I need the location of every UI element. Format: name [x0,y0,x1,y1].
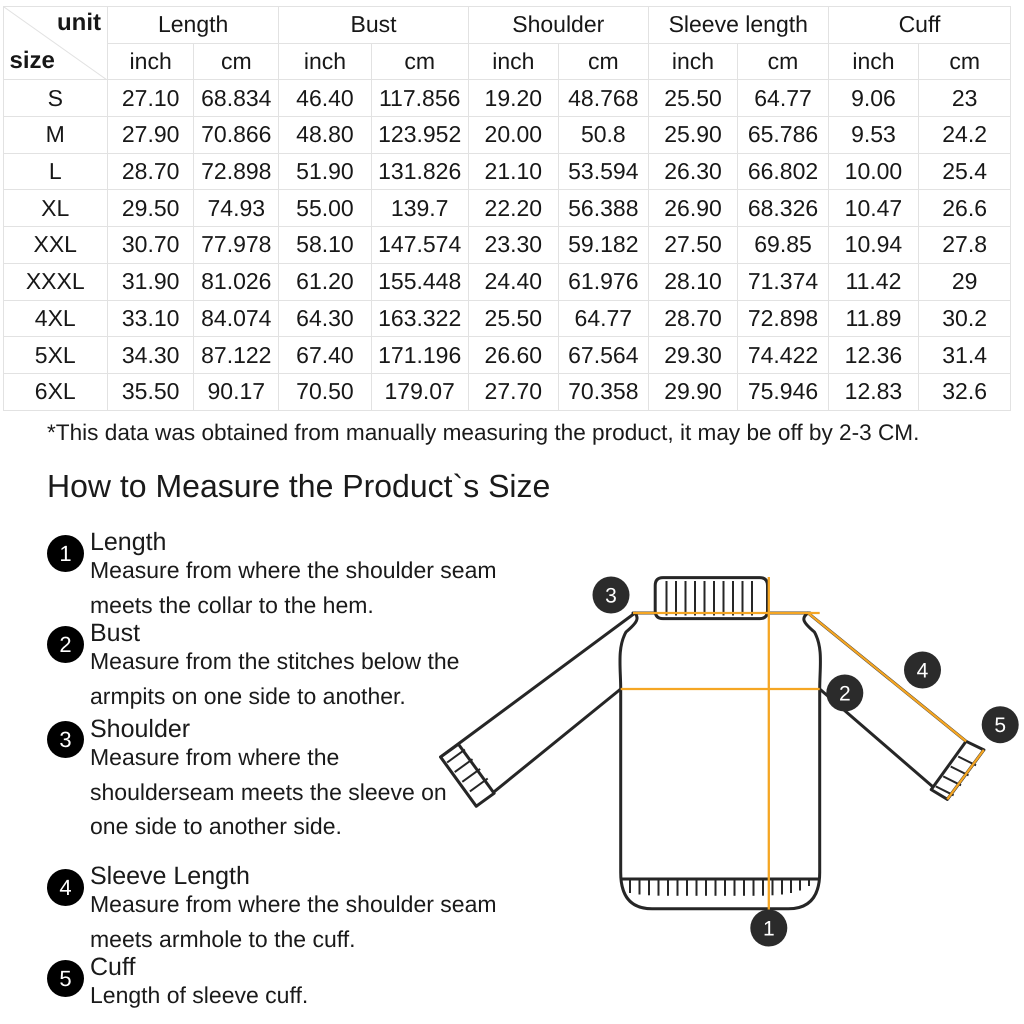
svg-text:4: 4 [917,660,929,683]
svg-text:5: 5 [994,714,1006,737]
svg-text:2: 2 [839,683,851,706]
svg-text:1: 1 [763,918,775,941]
svg-text:3: 3 [605,585,617,608]
